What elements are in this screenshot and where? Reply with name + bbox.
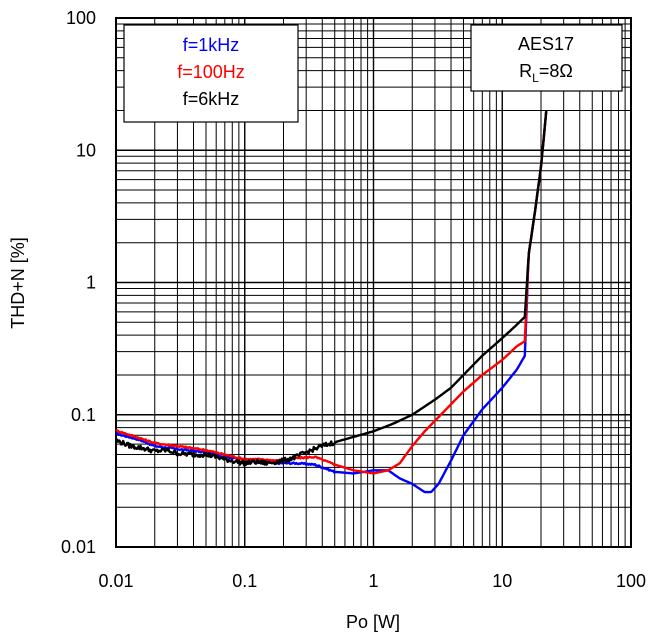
x-tick-label: 0.1 [232,571,257,591]
x-tick-label: 1 [368,571,378,591]
annotation-load: RL=8Ω [519,61,573,85]
x-tick-label: 0.01 [98,571,133,591]
y-tick-label: 10 [76,140,96,160]
y-tick-labels: 0.01 0.1 1 10 100 [61,8,96,557]
legend-entry-100hz: f=100Hz [177,62,245,82]
x-tick-label: 10 [492,571,512,591]
x-axis-title: Po [W] [346,612,400,632]
legend-entry-1khz: f=1kHz [183,35,240,55]
series-line-f100hz [115,110,548,475]
x-tick-labels: 0.01 0.1 1 10 100 [98,571,646,591]
y-tick-label: 0.1 [71,405,96,425]
y-tick-label: 0.01 [61,537,96,557]
annotation-frame [470,24,623,92]
y-axis-title: THD+N [%] [8,237,28,329]
legend-box: f=1kHz f=100Hz f=6kHz [123,24,299,123]
annotation-box: AES17 RL=8Ω [470,24,623,92]
series-line-f6khz [115,110,548,467]
legend-entry-6khz: f=6kHz [183,89,240,109]
legend-frame [123,24,299,123]
y-tick-label: 1 [86,273,96,293]
annotation-standard: AES17 [518,34,574,54]
series-layer [115,110,548,494]
y-tick-label: 100 [66,8,96,28]
series-line-f1khz [115,110,548,494]
plot-frame [115,17,632,548]
x-tick-label: 100 [616,571,646,591]
